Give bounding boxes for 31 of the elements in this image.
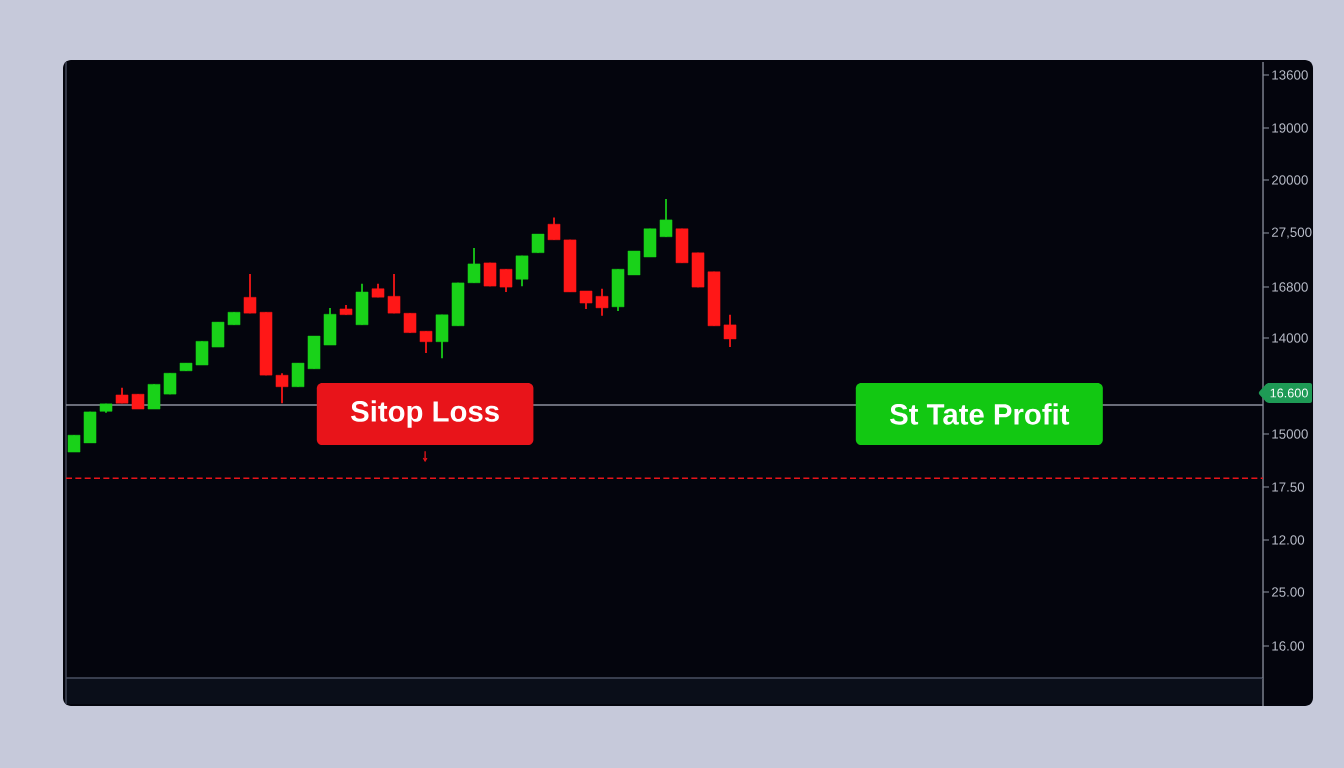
text: 19000 [1272, 123, 1308, 133]
text: 12.00 [1272, 535, 1305, 545]
candlestick [499, 268, 513, 293]
candlestick [483, 261, 497, 288]
text: 25.00 [1271, 587, 1305, 597]
text: 13600 [1272, 70, 1308, 80]
text: 16.00 [1272, 641, 1305, 651]
ref-line-label: Sitop Loss [350, 400, 499, 428]
candlestick [515, 254, 529, 288]
candlestick [547, 216, 561, 241]
candlestick [531, 233, 545, 254]
text: 14000 [1272, 333, 1308, 343]
candlestick [275, 372, 289, 405]
candlestick [403, 312, 417, 334]
text: 17.50 [1272, 482, 1305, 492]
text: 20000 [1271, 175, 1308, 185]
text: 16800 [1272, 282, 1308, 292]
candlestick [595, 287, 609, 317]
candlestick [467, 247, 481, 284]
candlestick [419, 330, 433, 354]
candlestick [243, 273, 257, 315]
candlestick [163, 372, 177, 396]
candlestick [195, 340, 209, 366]
candlestick [723, 313, 737, 348]
text: 27,500 [1271, 227, 1312, 239]
candlestick [291, 362, 305, 388]
candlestick [387, 273, 401, 315]
text: 16.600 [1270, 388, 1308, 398]
text: 15000 [1272, 429, 1308, 439]
text: St Tate Profit [889, 403, 1070, 425]
candlestick [659, 198, 673, 238]
